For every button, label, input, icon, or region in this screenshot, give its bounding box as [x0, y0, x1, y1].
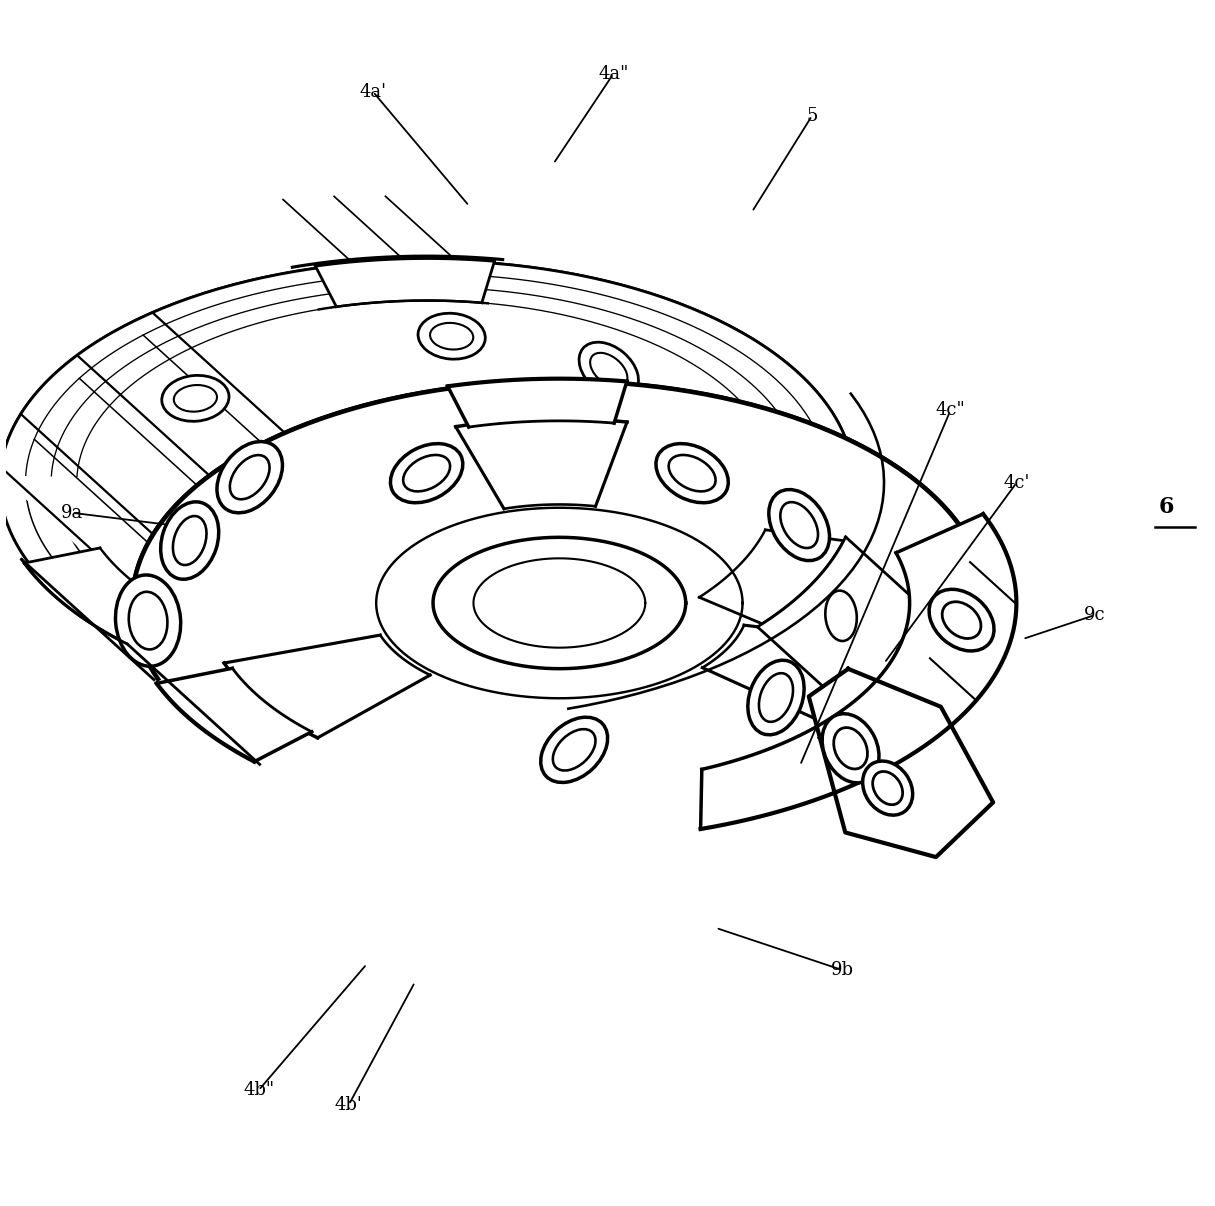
Text: 4a': 4a': [360, 83, 386, 100]
Polygon shape: [701, 514, 1017, 829]
Ellipse shape: [823, 714, 878, 783]
Polygon shape: [699, 529, 843, 624]
Ellipse shape: [656, 444, 728, 503]
Ellipse shape: [115, 575, 181, 666]
Polygon shape: [377, 508, 742, 698]
Ellipse shape: [929, 590, 994, 651]
Text: 9c: 9c: [1084, 607, 1106, 624]
Ellipse shape: [863, 761, 912, 815]
Polygon shape: [24, 548, 180, 642]
Polygon shape: [0, 260, 854, 704]
Ellipse shape: [541, 718, 608, 783]
Text: 4c': 4c': [1004, 474, 1030, 492]
Text: 4a": 4a": [598, 65, 628, 82]
Polygon shape: [831, 650, 976, 744]
Ellipse shape: [390, 444, 463, 503]
Polygon shape: [132, 381, 987, 825]
Polygon shape: [474, 558, 645, 648]
Ellipse shape: [217, 441, 282, 513]
Ellipse shape: [668, 399, 717, 466]
Polygon shape: [224, 636, 430, 738]
Text: 4c": 4c": [936, 402, 965, 420]
Text: 4b": 4b": [243, 1082, 275, 1100]
Ellipse shape: [814, 578, 868, 654]
Polygon shape: [157, 668, 312, 762]
Polygon shape: [0, 260, 981, 596]
Ellipse shape: [160, 502, 219, 579]
Ellipse shape: [769, 490, 830, 561]
Text: 9b: 9b: [831, 961, 854, 979]
Polygon shape: [433, 538, 685, 668]
Ellipse shape: [162, 375, 228, 421]
Text: 5: 5: [807, 106, 818, 124]
Ellipse shape: [580, 343, 638, 398]
Ellipse shape: [747, 660, 804, 734]
Polygon shape: [757, 537, 978, 748]
Ellipse shape: [418, 314, 485, 359]
Polygon shape: [447, 379, 627, 427]
Polygon shape: [809, 669, 993, 857]
Polygon shape: [316, 258, 495, 306]
Polygon shape: [702, 625, 905, 724]
Polygon shape: [456, 418, 627, 509]
Text: 4b': 4b': [335, 1096, 363, 1114]
Text: 9a: 9a: [61, 504, 83, 522]
Text: 6: 6: [1159, 496, 1174, 517]
